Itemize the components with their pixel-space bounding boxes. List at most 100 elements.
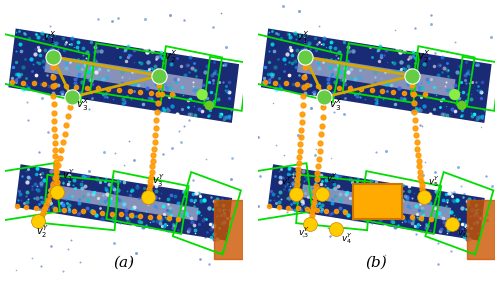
Point: [398, 190, 406, 195]
Point: [74, 47, 82, 52]
Point: [220, 117, 228, 121]
Point: [144, 195, 152, 199]
Point: [384, 223, 392, 227]
Point: [374, 203, 382, 208]
Point: [68, 95, 76, 100]
Point: [378, 193, 386, 197]
Point: [261, 65, 269, 69]
Point: [404, 204, 412, 209]
Point: [218, 197, 226, 201]
Point: [186, 55, 194, 59]
Point: [294, 48, 302, 53]
Point: [171, 77, 179, 81]
Point: [462, 222, 470, 227]
Point: [408, 73, 416, 78]
Point: [366, 188, 374, 192]
Point: [79, 53, 87, 57]
Point: [32, 196, 40, 201]
Point: [438, 55, 446, 59]
Point: [274, 194, 282, 199]
Point: [37, 183, 45, 187]
Point: [21, 57, 29, 61]
Point: [309, 208, 317, 212]
Point: [388, 195, 396, 200]
Point: [290, 171, 298, 175]
Point: [153, 219, 161, 224]
Point: [328, 196, 336, 201]
Point: [153, 55, 161, 59]
Point: [276, 175, 284, 180]
Point: [426, 201, 434, 206]
Point: [456, 113, 464, 118]
Point: [46, 169, 54, 173]
Point: [366, 195, 374, 200]
Point: [228, 156, 236, 160]
Point: [344, 69, 352, 74]
Point: [205, 205, 213, 210]
Point: [283, 210, 291, 214]
Point: [350, 198, 358, 202]
Point: [68, 36, 76, 40]
Point: [208, 73, 216, 77]
Point: [453, 70, 461, 75]
Point: [38, 171, 46, 175]
Point: [330, 182, 338, 187]
Point: [390, 68, 398, 73]
Point: [404, 57, 412, 61]
Point: [318, 195, 326, 199]
Point: [353, 199, 361, 203]
Point: [93, 176, 101, 181]
Point: [336, 198, 344, 203]
Point: [114, 178, 122, 183]
Point: [476, 89, 484, 93]
Point: [120, 203, 128, 208]
Point: [315, 66, 323, 71]
Point: [191, 230, 199, 235]
Point: [196, 256, 204, 261]
Point: [296, 134, 304, 138]
Point: [170, 92, 177, 97]
Point: [277, 87, 285, 91]
Point: [70, 178, 78, 183]
Point: [446, 88, 454, 92]
Point: [224, 89, 232, 93]
Point: [312, 200, 320, 205]
Point: [298, 234, 306, 238]
Point: [462, 224, 470, 228]
Point: [340, 66, 348, 70]
Point: [222, 115, 230, 119]
Point: [350, 217, 358, 222]
Point: [88, 77, 96, 82]
Point: [152, 82, 160, 86]
Point: [376, 218, 384, 223]
Point: [472, 80, 480, 84]
Text: $v_2^X$: $v_2^X$: [416, 48, 430, 65]
Point: [66, 207, 74, 212]
Point: [372, 179, 380, 184]
Point: [88, 66, 96, 70]
Point: [400, 65, 407, 70]
Point: [110, 214, 118, 219]
Point: [472, 211, 480, 215]
Point: [380, 213, 388, 218]
Point: [271, 44, 279, 49]
Point: [373, 49, 381, 54]
Point: [28, 187, 36, 191]
Point: [58, 181, 66, 185]
Point: [10, 67, 18, 72]
Point: [166, 205, 174, 210]
Point: [214, 97, 222, 102]
Point: [392, 185, 400, 190]
Point: [120, 179, 128, 184]
Point: [124, 67, 132, 72]
Point: [122, 212, 130, 217]
Point: [96, 49, 104, 53]
Point: [312, 48, 320, 53]
Point: [336, 174, 344, 178]
Point: [324, 43, 332, 48]
Point: [190, 113, 198, 118]
Point: [38, 200, 46, 205]
Point: [219, 80, 227, 84]
Point: [18, 173, 26, 178]
Point: [20, 31, 28, 35]
